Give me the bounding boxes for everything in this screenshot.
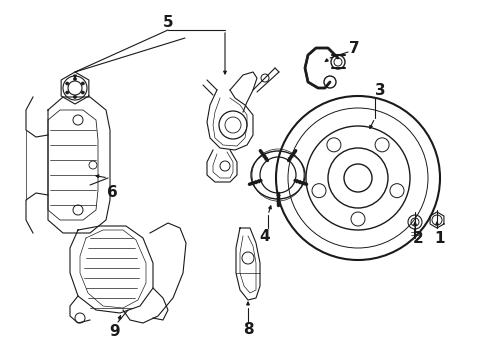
Text: 3: 3 [374, 82, 385, 98]
Circle shape [81, 91, 84, 94]
Text: 9: 9 [109, 324, 120, 339]
Circle shape [65, 82, 69, 85]
Text: 2: 2 [412, 230, 423, 246]
Text: 8: 8 [242, 323, 253, 338]
Text: 1: 1 [434, 230, 445, 246]
Circle shape [68, 81, 82, 95]
Text: 4: 4 [259, 229, 270, 243]
Circle shape [73, 77, 76, 81]
Circle shape [65, 91, 69, 94]
Text: 7: 7 [348, 41, 359, 55]
Text: 5: 5 [163, 14, 173, 30]
Text: 6: 6 [106, 185, 117, 199]
Circle shape [73, 95, 76, 99]
Circle shape [81, 82, 84, 85]
